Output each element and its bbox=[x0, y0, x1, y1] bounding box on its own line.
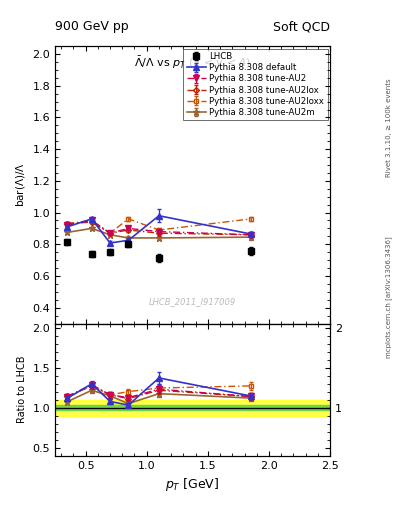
Legend: LHCB, Pythia 8.308 default, Pythia 8.308 tune-AU2, Pythia 8.308 tune-AU2lox, Pyt: LHCB, Pythia 8.308 default, Pythia 8.308… bbox=[184, 49, 327, 120]
Text: mcplots.cern.ch [arXiv:1306.3436]: mcplots.cern.ch [arXiv:1306.3436] bbox=[386, 236, 393, 358]
X-axis label: $p_T$ [GeV]: $p_T$ [GeV] bbox=[165, 476, 220, 493]
Bar bbox=[55, 400, 330, 416]
Text: 900 GeV pp: 900 GeV pp bbox=[55, 20, 129, 33]
Text: Soft QCD: Soft QCD bbox=[273, 20, 330, 33]
Y-axis label: bar($\Lambda$)/$\Lambda$: bar($\Lambda$)/$\Lambda$ bbox=[14, 162, 27, 207]
Bar bbox=[55, 405, 330, 410]
Text: LHCB_2011_I917009: LHCB_2011_I917009 bbox=[149, 297, 236, 306]
Text: Rivet 3.1.10, ≥ 100k events: Rivet 3.1.10, ≥ 100k events bbox=[386, 79, 392, 177]
Y-axis label: Ratio to LHCB: Ratio to LHCB bbox=[17, 356, 27, 423]
Text: $\bar{\Lambda}/\Lambda$ vs $p_T$ (2 < y < 4): $\bar{\Lambda}/\Lambda$ vs $p_T$ (2 < y … bbox=[134, 54, 251, 71]
